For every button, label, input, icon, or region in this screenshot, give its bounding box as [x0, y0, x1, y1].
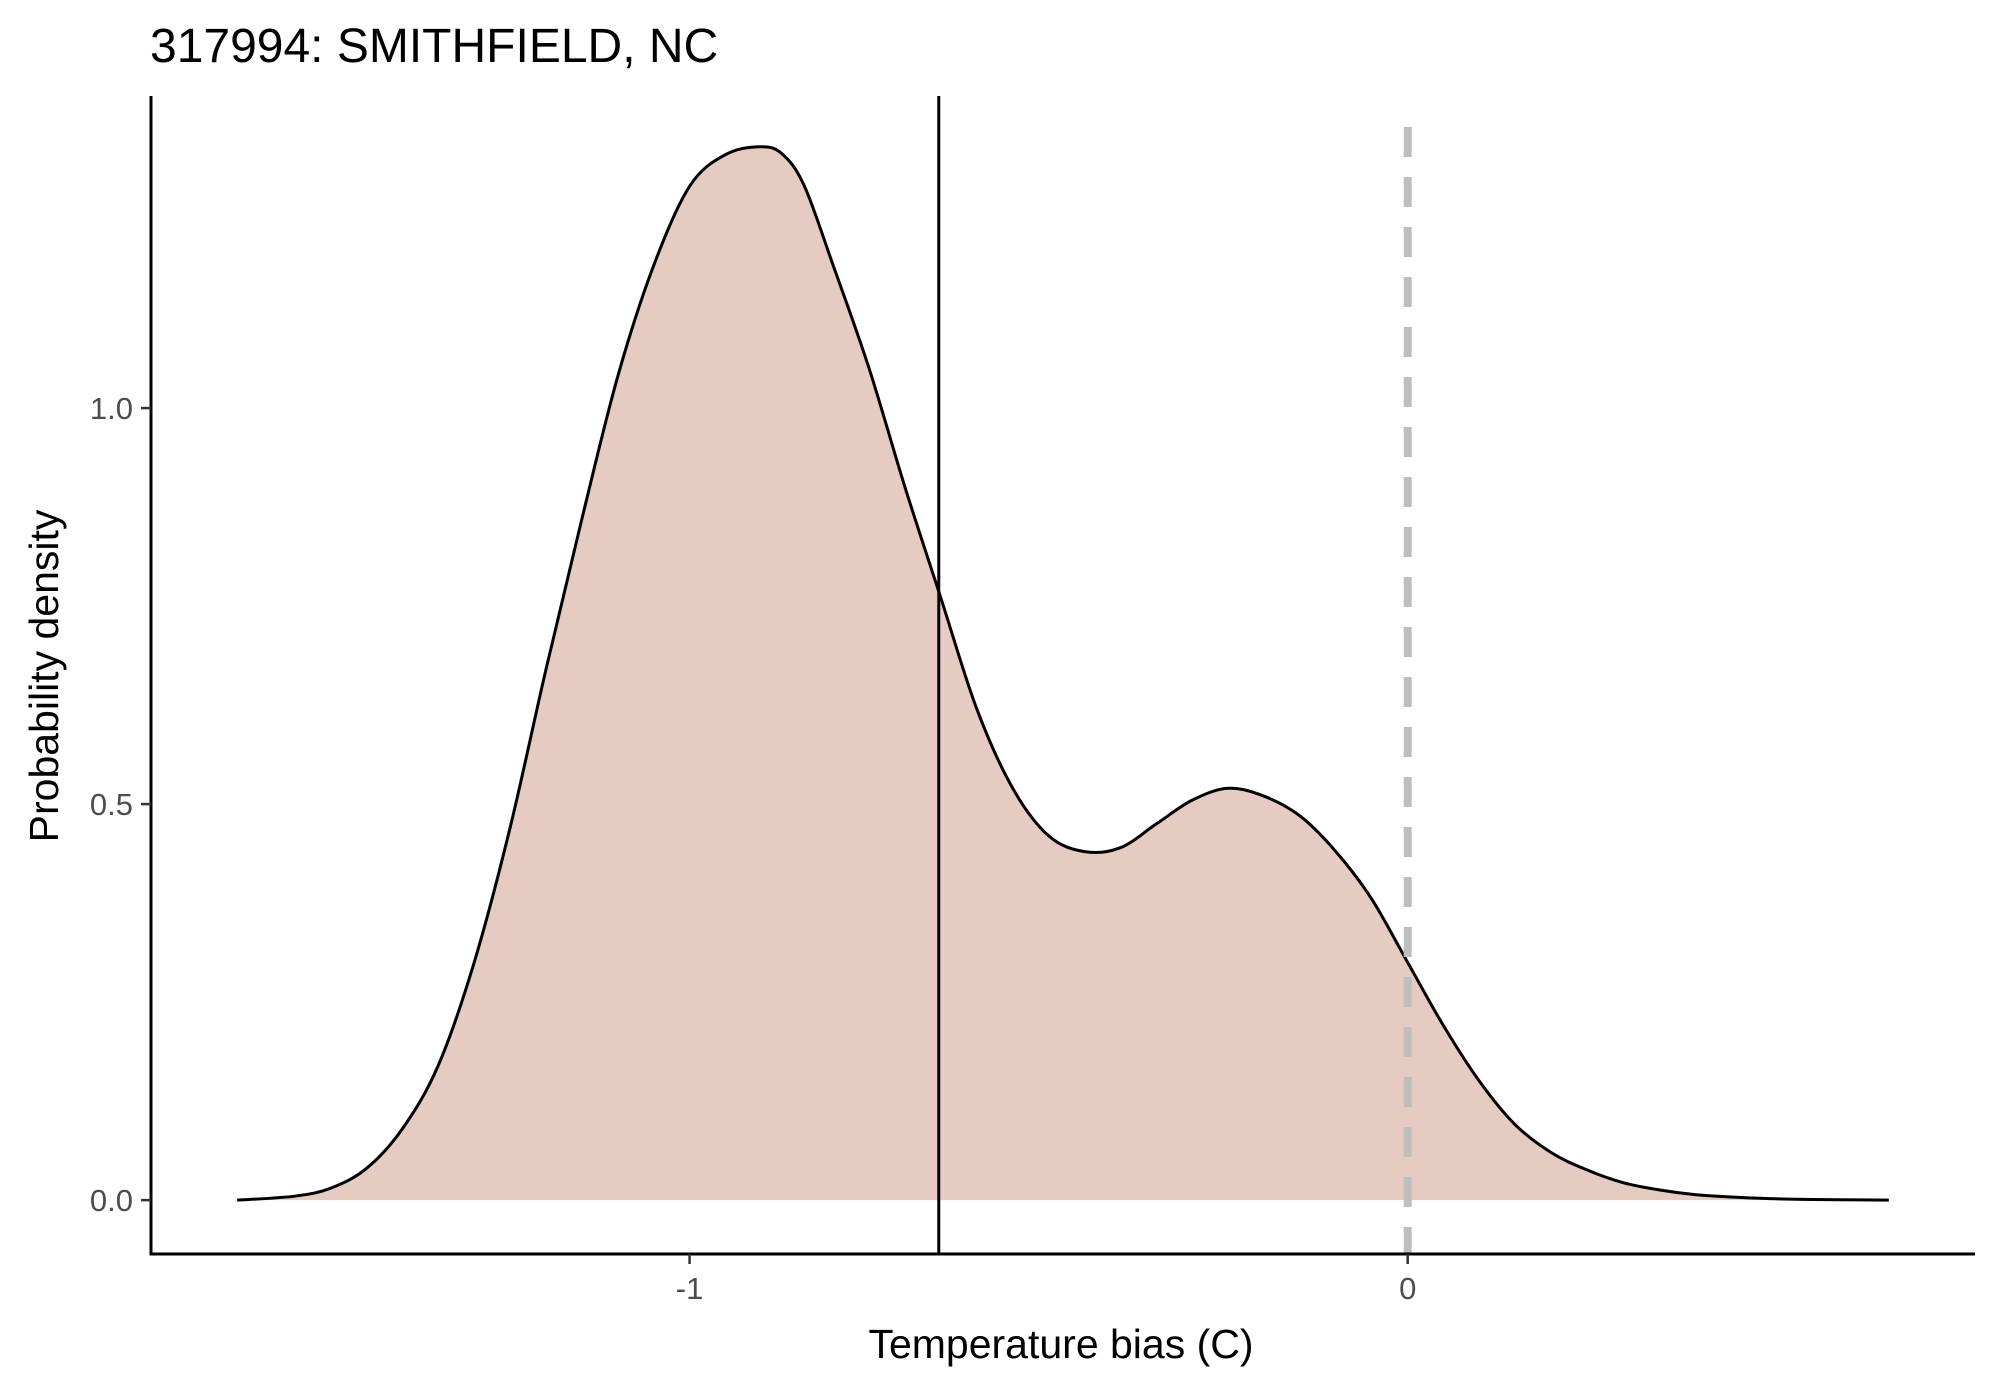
- y-axis-label: Probability density: [21, 509, 67, 842]
- y-tick-label: 0.0: [90, 1183, 133, 1218]
- chart-title: 317994: SMITHFIELD, NC: [150, 20, 718, 73]
- y-tick-label: 1.0: [90, 391, 133, 426]
- y-axis-ticks: 0.0 0.5 1.0: [90, 391, 151, 1218]
- x-axis-ticks: -1 0: [676, 1254, 1416, 1306]
- density-area-fill: [237, 146, 1889, 1201]
- y-tick-label: 0.5: [90, 787, 133, 822]
- x-tick-label: 0: [1399, 1271, 1416, 1306]
- x-tick-label: -1: [676, 1271, 704, 1306]
- x-axis-label: Temperature bias (C): [868, 1321, 1253, 1367]
- density-curve-line: [237, 145, 1889, 1202]
- plot-area: [237, 96, 1889, 1254]
